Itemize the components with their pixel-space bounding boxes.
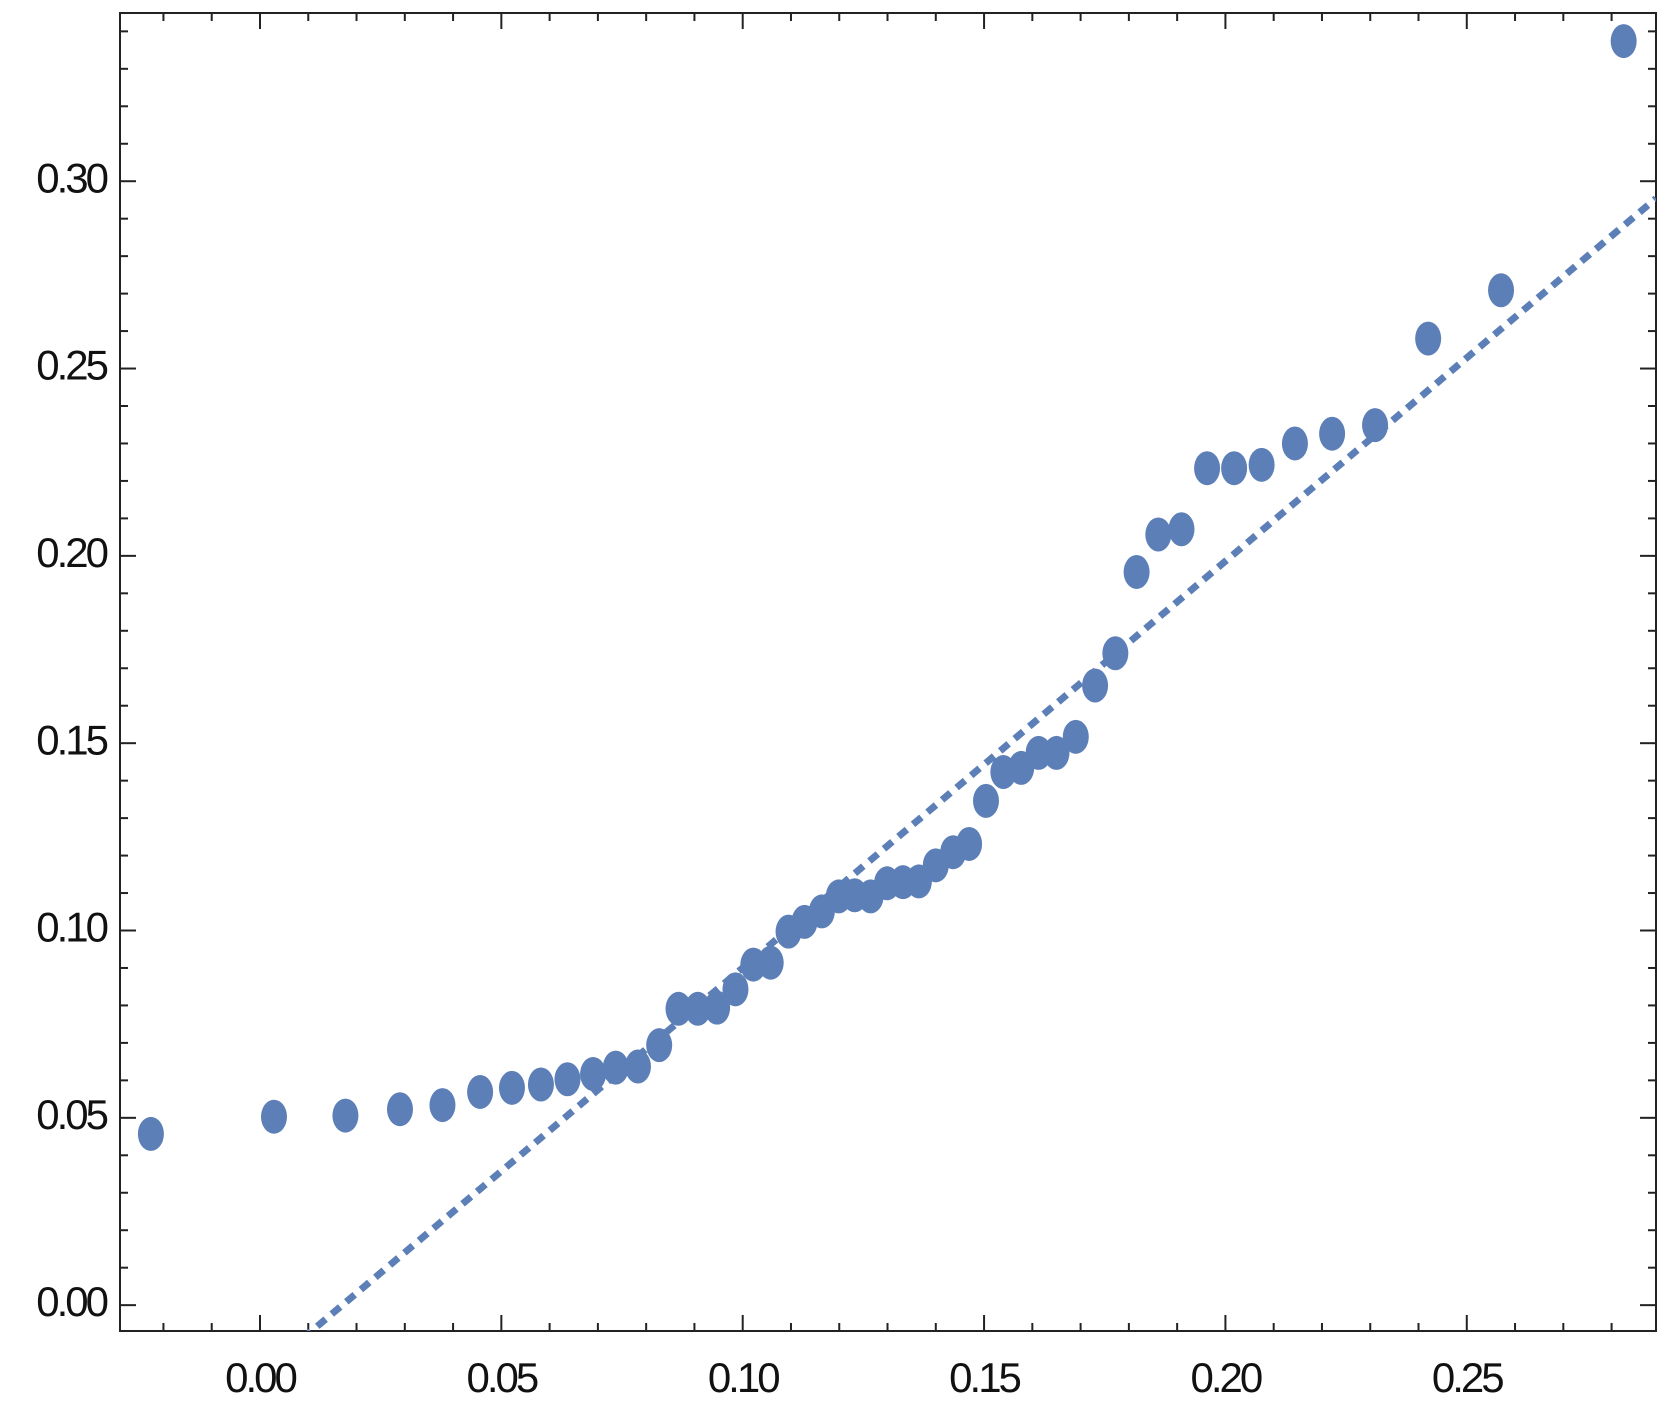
- point: [386, 1092, 413, 1127]
- plot-frame: [119, 12, 1657, 1332]
- point: [527, 1067, 554, 1102]
- point: [580, 1056, 607, 1091]
- x-tick-label: 0.20: [1191, 1354, 1262, 1401]
- point: [467, 1074, 494, 1109]
- point: [554, 1062, 581, 1097]
- fit-line: [306, 195, 1656, 1331]
- point: [1194, 451, 1221, 486]
- point: [646, 1028, 673, 1063]
- y-tick-label: 0.30: [36, 154, 107, 201]
- y-tick-label: 0.15: [36, 716, 107, 763]
- point: [624, 1049, 651, 1084]
- point: [1488, 273, 1515, 308]
- point: [1062, 719, 1089, 754]
- y-tick-label: 0.25: [36, 342, 107, 389]
- point: [332, 1098, 359, 1133]
- point: [722, 972, 749, 1007]
- point: [1123, 554, 1150, 589]
- y-tick-label: 0.20: [36, 529, 107, 576]
- point: [956, 826, 983, 861]
- y-tick-label: 0.00: [36, 1278, 107, 1325]
- point: [602, 1050, 629, 1085]
- point: [1043, 735, 1070, 770]
- x-tick-label: 0.15: [949, 1354, 1020, 1401]
- point: [498, 1070, 525, 1105]
- point: [429, 1088, 456, 1123]
- x-tick-label: 0.25: [1432, 1354, 1503, 1401]
- x-tick-label: 0.10: [708, 1354, 779, 1401]
- x-tick-label: 0.05: [466, 1354, 537, 1401]
- point: [704, 990, 731, 1025]
- point: [137, 1116, 164, 1151]
- point: [1610, 24, 1637, 59]
- point: [684, 991, 711, 1026]
- point: [1319, 416, 1346, 451]
- point: [260, 1099, 287, 1134]
- point: [1168, 512, 1195, 547]
- plot-area: [137, 24, 1656, 1331]
- x-tick-label: 0.00: [225, 1354, 296, 1401]
- point: [1102, 636, 1129, 671]
- point: [1248, 447, 1275, 482]
- point: [972, 783, 999, 818]
- point: [665, 991, 692, 1026]
- point: [1221, 451, 1248, 486]
- point: [757, 945, 784, 980]
- point: [1415, 321, 1442, 356]
- point: [1145, 517, 1172, 552]
- point: [1025, 735, 1052, 770]
- point: [1082, 668, 1109, 703]
- point: [1281, 426, 1308, 461]
- y-tick-label: 0.05: [36, 1091, 107, 1138]
- point: [1362, 408, 1389, 443]
- y-tick-label: 0.10: [36, 904, 107, 951]
